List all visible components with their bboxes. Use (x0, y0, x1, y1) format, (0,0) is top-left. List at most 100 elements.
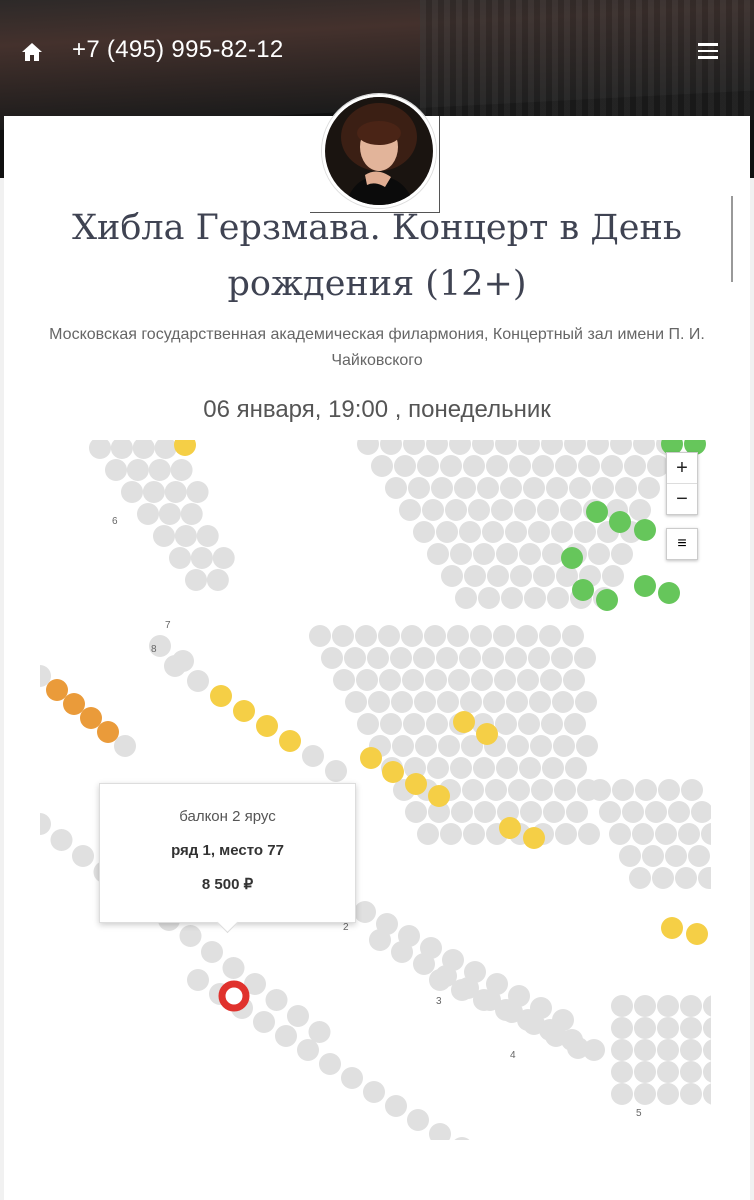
seat[interactable] (680, 1061, 702, 1083)
seat[interactable] (565, 757, 587, 779)
seat[interactable] (450, 543, 472, 565)
seat[interactable] (391, 941, 413, 963)
seat[interactable] (675, 867, 697, 889)
seat[interactable] (357, 440, 379, 455)
seat[interactable] (562, 625, 584, 647)
seat[interactable] (172, 650, 194, 672)
seat[interactable] (520, 801, 542, 823)
seat[interactable] (587, 440, 609, 455)
seat[interactable] (179, 925, 202, 947)
seat[interactable] (563, 669, 585, 691)
seat-green[interactable] (572, 579, 594, 601)
seat[interactable] (486, 455, 508, 477)
phone-number-link[interactable]: +7 (495) 995-82-12 (72, 36, 284, 63)
seat[interactable] (506, 691, 528, 713)
seat[interactable] (688, 845, 710, 867)
seat[interactable] (391, 691, 413, 713)
seat[interactable] (440, 455, 462, 477)
seat[interactable] (196, 525, 219, 547)
seat[interactable] (464, 565, 486, 587)
seat[interactable] (187, 969, 209, 991)
seat[interactable] (186, 481, 209, 503)
seat[interactable] (390, 647, 412, 669)
seat[interactable] (665, 845, 687, 867)
seat[interactable] (380, 713, 402, 735)
seat[interactable] (574, 647, 596, 669)
seat[interactable] (425, 669, 447, 691)
seat[interactable] (477, 477, 499, 499)
seat[interactable] (482, 647, 504, 669)
seat[interactable] (602, 565, 624, 587)
seat[interactable] (537, 499, 559, 521)
seat[interactable] (158, 503, 181, 525)
seat-map-canvas[interactable]: 6 7 8 2 3 4 5 (40, 440, 711, 1140)
seat[interactable] (212, 547, 235, 569)
seat[interactable] (447, 625, 469, 647)
seat[interactable] (505, 521, 527, 543)
seat-map[interactable]: 6 7 8 2 3 4 5 + − ≡ балкон 2 ярус ряд 1, место… (40, 440, 711, 1140)
seat[interactable] (497, 801, 519, 823)
seat[interactable] (556, 565, 578, 587)
seat[interactable] (495, 713, 517, 735)
seat[interactable] (461, 735, 483, 757)
seat[interactable] (561, 1029, 583, 1051)
seat[interactable] (385, 477, 407, 499)
seat[interactable] (354, 901, 376, 923)
seat[interactable] (114, 735, 136, 757)
seat[interactable] (463, 823, 485, 845)
seat[interactable] (551, 521, 573, 543)
seat[interactable] (496, 757, 518, 779)
seat[interactable] (583, 1039, 605, 1061)
seat[interactable] (399, 499, 421, 521)
seat[interactable] (473, 989, 495, 1011)
seat-green[interactable] (634, 519, 656, 541)
seat[interactable] (543, 801, 565, 823)
seat[interactable] (611, 1061, 633, 1083)
seat[interactable] (542, 543, 564, 565)
seat[interactable] (429, 1123, 451, 1140)
seat[interactable] (658, 779, 680, 801)
seat[interactable] (470, 625, 492, 647)
seat[interactable] (681, 779, 703, 801)
seat-yellow[interactable] (523, 827, 545, 849)
seat[interactable] (657, 995, 679, 1017)
seat[interactable] (450, 757, 472, 779)
seat[interactable] (505, 647, 527, 669)
seat[interactable] (609, 823, 631, 845)
seat[interactable] (514, 499, 536, 521)
seat[interactable] (645, 801, 667, 823)
seat[interactable] (380, 440, 402, 455)
seat[interactable] (611, 543, 633, 565)
seat[interactable] (417, 823, 439, 845)
seat[interactable] (634, 1017, 656, 1039)
seat[interactable] (402, 669, 424, 691)
seat[interactable] (180, 503, 203, 525)
layers-icon[interactable]: ≡ (666, 528, 698, 560)
seat[interactable] (463, 455, 485, 477)
seat-orange[interactable] (46, 679, 68, 701)
seat[interactable] (546, 477, 568, 499)
seat[interactable] (367, 647, 389, 669)
seat-green[interactable] (661, 440, 683, 455)
seat[interactable] (401, 625, 423, 647)
seat[interactable] (680, 995, 702, 1017)
seat-orange[interactable] (97, 721, 119, 743)
seat[interactable] (474, 801, 496, 823)
seat[interactable] (519, 543, 541, 565)
seat[interactable] (491, 499, 513, 521)
seat[interactable] (560, 499, 582, 521)
seat[interactable] (405, 801, 427, 823)
seat[interactable] (174, 525, 197, 547)
seat[interactable] (344, 647, 366, 669)
seat[interactable] (578, 823, 600, 845)
seat-orange[interactable] (80, 707, 102, 729)
seat-green[interactable] (658, 582, 680, 604)
seat[interactable] (468, 499, 490, 521)
seat[interactable] (392, 735, 414, 757)
seat[interactable] (541, 713, 563, 735)
seat[interactable] (539, 625, 561, 647)
seat[interactable] (369, 929, 391, 951)
seat-green[interactable] (596, 589, 618, 611)
seat[interactable] (472, 440, 494, 455)
seat[interactable] (482, 521, 504, 543)
